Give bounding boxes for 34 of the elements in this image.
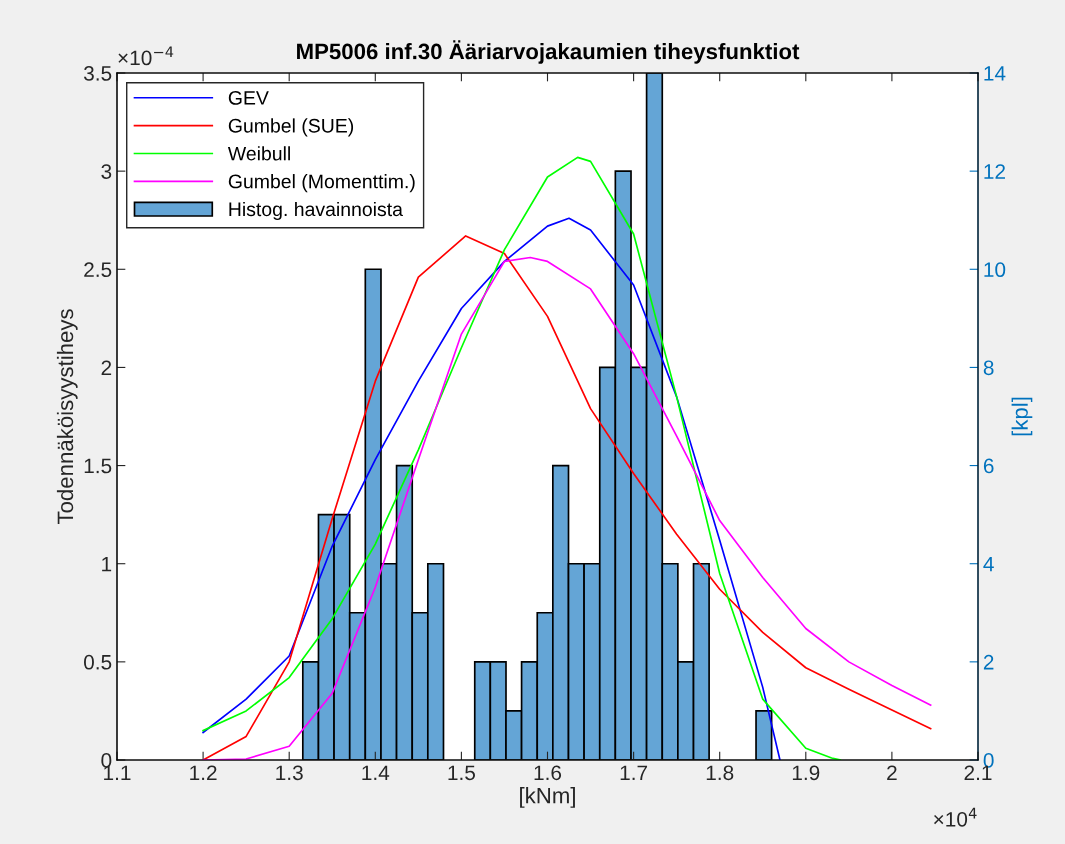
y2-axis-title: [kpl]	[1011, 397, 1033, 436]
legend-label: Gumbel (Momenttim.)	[228, 174, 415, 193]
y-tick-label: 1	[102, 556, 112, 572]
y-tick-label: 2	[101, 360, 112, 375]
y-tick-label: 0.5	[83, 654, 112, 670]
x-tick-label: 1.5	[448, 765, 476, 781]
y2-tick-label: 4	[983, 556, 994, 572]
y-axis-title: Todennäköisyystiheys	[56, 309, 78, 525]
y2-tick-label: 6	[983, 458, 994, 474]
x-axis-title: [kNm]	[520, 787, 575, 808]
text: ×10$^{4}$	[934, 807, 977, 827]
y-tick-label: 3	[101, 164, 112, 179]
legend-label: Histog. havainnoista	[229, 201, 403, 221]
y-tick-label: 2.5	[84, 262, 112, 278]
x-tick-label: 1.8	[706, 765, 734, 781]
legend-label: Gumbel (SUE)	[228, 118, 354, 137]
y-tick-label: 3.5	[83, 66, 112, 81]
x-tick-label: 1.2	[190, 765, 217, 780]
y2-tick-label: 14	[984, 66, 1006, 81]
chart-title: MP5006 inf.30 Ääriarvojakaumien tiheysfunktiot	[297, 40, 800, 64]
y2-tick-label: 2	[983, 654, 994, 670]
x-tick-label: 1.9	[792, 765, 820, 781]
text: ×10$^{−4}$	[118, 46, 174, 66]
x-tick-label: 1.4	[362, 765, 390, 780]
x-tick-label: 1.6	[534, 765, 562, 781]
x-tick-label: 2	[887, 765, 897, 780]
x-tick-label: 1.7	[620, 765, 648, 780]
y-tick-label: 1.5	[84, 458, 112, 474]
y2-tick-label: 12	[984, 164, 1005, 179]
y2-tick-label: 10	[984, 262, 1006, 278]
legend-label: GEV	[228, 91, 269, 105]
y2-tick-label: 8	[983, 360, 994, 376]
x-tick-label: 1.3	[276, 765, 303, 781]
legend-label: Weibull	[227, 146, 290, 161]
